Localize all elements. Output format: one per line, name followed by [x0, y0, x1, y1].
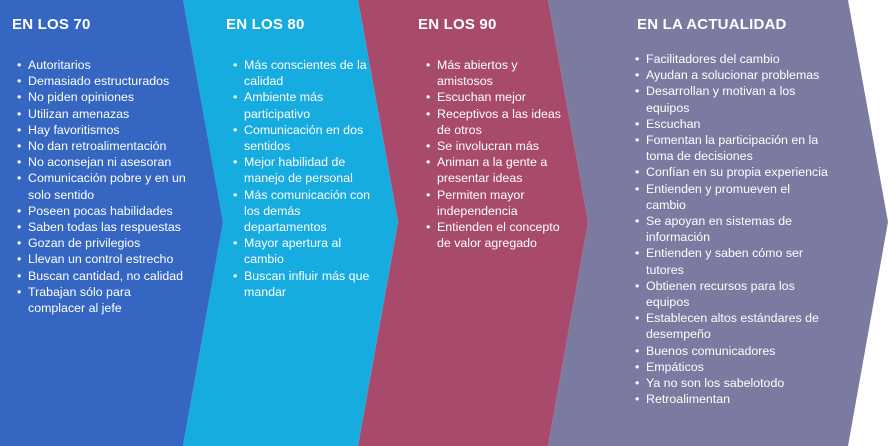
- list-item: Se involucran más: [426, 138, 576, 154]
- list-item: Buscan influir más que mandar: [233, 268, 376, 300]
- list-item: Entienden y saben cómo ser tutores: [635, 245, 830, 277]
- list-item: Hay favoritismos: [17, 122, 187, 138]
- list-item: No dan retroalimentación: [17, 138, 187, 154]
- list-item: Se apoyan en sistemas de información: [635, 213, 830, 245]
- panel-list: Autoritarios Demasiado estructurados No …: [17, 57, 187, 316]
- list-item: Escuchan mejor: [426, 89, 576, 105]
- list-item: Mayor apertura al cambio: [233, 235, 376, 267]
- list-item: Autoritarios: [17, 57, 187, 73]
- panel-title: EN LOS 90: [418, 16, 497, 33]
- list-item: Animan a la gente a presentar ideas: [426, 154, 576, 186]
- list-item: Receptivos a las ideas de otros: [426, 106, 576, 138]
- list-item: Llevan un control estrecho: [17, 251, 187, 267]
- list-item: No piden opiniones: [17, 89, 187, 105]
- panel-list: Más abiertos y amistosos Escuchan mejor …: [426, 57, 576, 251]
- panel-title: EN LA ACTUALIDAD: [637, 16, 787, 33]
- panel-title: EN LOS 70: [12, 16, 91, 33]
- panel-title: EN LOS 80: [226, 16, 305, 33]
- list-item: Gozan de privilegios: [17, 235, 187, 251]
- list-item: Obtienen recursos para los equipos: [635, 278, 830, 310]
- panel-list: Más conscientes de la calidad Ambiente m…: [233, 57, 376, 300]
- list-item: Establecen altos estándares de desempeño: [635, 310, 830, 342]
- list-item: Buenos comunicadores: [635, 343, 830, 359]
- list-item: Trabajan sólo para complacer al jefe: [17, 284, 187, 316]
- list-item: Facilitadores del cambio: [635, 51, 830, 67]
- list-item: Entienden el concepto de valor agregado: [426, 219, 576, 251]
- list-item: Retroalimentan: [635, 391, 830, 407]
- list-item: Confían en su propia experiencia: [635, 164, 830, 180]
- list-item: Comunicación en dos sentidos: [233, 122, 376, 154]
- panel-list: Facilitadores del cambio Ayudan a soluci…: [635, 51, 830, 408]
- list-item: Permiten mayor independencia: [426, 187, 576, 219]
- list-item: Demasiado estructurados: [17, 73, 187, 89]
- list-item: Ambiente más participativo: [233, 89, 376, 121]
- list-item: Más abiertos y amistosos: [426, 57, 576, 89]
- list-item: Entienden y promueven el cambio: [635, 181, 830, 213]
- list-item: Fomentan la participación en la toma de …: [635, 132, 830, 164]
- list-item: Utilizan amenazas: [17, 106, 187, 122]
- list-item: Comunicación pobre y en un solo sentido: [17, 170, 187, 202]
- list-item: Buscan cantidad, no calidad: [17, 268, 187, 284]
- list-item: No aconsejan ni asesoran: [17, 154, 187, 170]
- list-item: Desarrollan y motivan a los equipos: [635, 83, 830, 115]
- list-item: Poseen pocas habilidades: [17, 203, 187, 219]
- list-item: Ayudan a solucionar problemas: [635, 67, 830, 83]
- list-item: Ya no son los sabelotodo: [635, 375, 830, 391]
- list-item: Mejor habilidad de manejo de personal: [233, 154, 376, 186]
- list-item: Más comunicación con los demás departame…: [233, 187, 376, 236]
- list-item: Más conscientes de la calidad: [233, 57, 376, 89]
- list-item: Empáticos: [635, 359, 830, 375]
- list-item: Saben todas las respuestas: [17, 219, 187, 235]
- list-item: Escuchan: [635, 116, 830, 132]
